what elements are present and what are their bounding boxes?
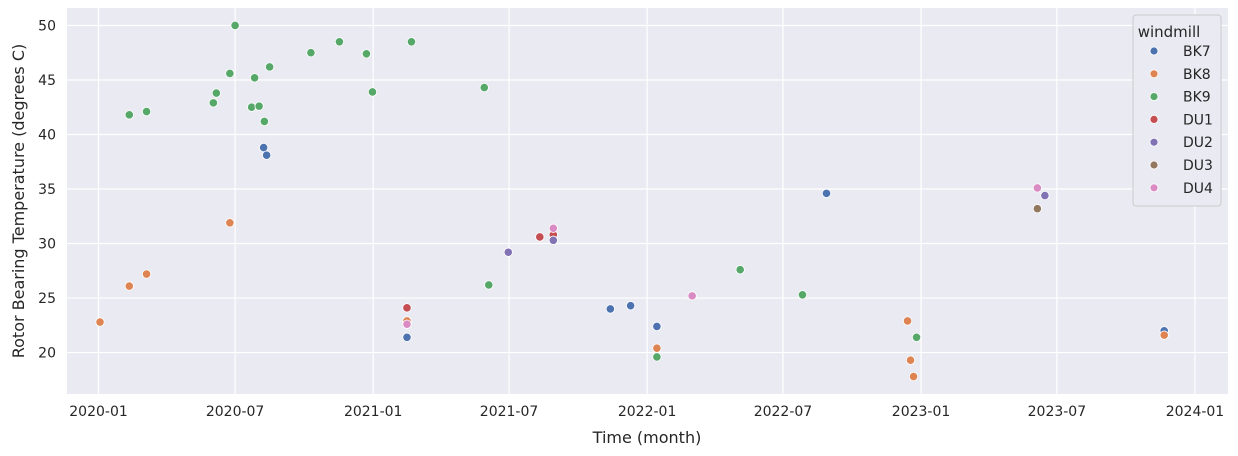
- data-point-bk9: [259, 116, 269, 127]
- x-axis-title: Time (month): [592, 428, 702, 447]
- data-point-bk9: [265, 62, 275, 72]
- legend-marker-bk8: [1149, 69, 1159, 79]
- data-point-du4: [548, 223, 558, 233]
- data-point-bk9: [911, 332, 922, 342]
- data-point-bk8: [902, 316, 913, 326]
- data-point-bk9: [735, 265, 745, 275]
- y-tick-label: 40: [38, 127, 56, 143]
- legend-items: BK7 BK8 BK9 DU1 DU2 DU3 DU4: [1149, 44, 1213, 197]
- data-point-bk9: [652, 352, 662, 362]
- legend-frame: [1132, 14, 1222, 207]
- legend-marker-du1: [1149, 115, 1159, 124]
- data-point-bk7: [652, 321, 662, 331]
- x-tick-label: 2022-01: [618, 404, 677, 420]
- y-tick-label: 30: [38, 237, 56, 253]
- legend-marker-bk7: [1149, 46, 1159, 56]
- x-tick-label: 2021-07: [480, 404, 539, 420]
- data-point-bk7: [626, 301, 636, 311]
- data-point-bk9: [484, 280, 494, 290]
- data-point-du2: [503, 247, 513, 257]
- data-point-bk9: [230, 20, 240, 31]
- data-point-du2: [548, 235, 558, 245]
- data-point-bk9: [334, 37, 345, 47]
- data-point-bk9: [254, 101, 264, 111]
- data-point-bk9: [406, 37, 417, 47]
- legend-label-du2: DU2: [1183, 135, 1213, 151]
- legend-marker-du3: [1149, 160, 1159, 170]
- legend-label-bk7: BK7: [1183, 44, 1211, 60]
- x-tick-label: 2020-01: [69, 404, 128, 420]
- data-point-bk9: [797, 290, 808, 300]
- y-tick-label: 25: [38, 291, 56, 307]
- data-point-bk7: [402, 332, 412, 342]
- data-point-bk9: [367, 87, 378, 97]
- data-point-bk9: [247, 102, 257, 112]
- data-point-bk8: [95, 317, 105, 327]
- legend-label-bk8: BK8: [1183, 67, 1211, 83]
- y-tick-label: 35: [38, 182, 56, 198]
- data-point-bk8: [225, 218, 235, 228]
- x-tick-label: 2024-01: [1166, 404, 1225, 420]
- data-point-bk9: [141, 106, 152, 117]
- data-point-bk8: [141, 269, 152, 279]
- data-point-bk8: [905, 355, 916, 365]
- data-point-bk8: [908, 371, 919, 382]
- x-tick-label: 2023-01: [892, 404, 951, 420]
- data-point-du4: [687, 291, 697, 301]
- data-point-bk9: [208, 98, 218, 108]
- data-point-bk8: [1159, 330, 1169, 340]
- legend-marker-du4: [1149, 183, 1159, 193]
- data-point-bk9: [306, 48, 316, 58]
- data-point-bk9: [124, 110, 134, 120]
- y-axis-title: Rotor Bearing Temperature (degrees C): [9, 44, 28, 359]
- legend-marker-du2: [1149, 137, 1159, 147]
- data-point-bk7: [821, 188, 832, 198]
- legend-marker-bk9: [1149, 92, 1159, 101]
- legend-label-du3: DU3: [1183, 158, 1213, 174]
- y-tick-label: 20: [38, 346, 56, 362]
- data-point-bk7: [605, 304, 615, 314]
- legend: windmill BK7 BK8 BK9 DU1 DU2 DU3 DU4: [1132, 14, 1222, 207]
- data-points: [95, 20, 1169, 382]
- x-tick-label: 2020-07: [206, 404, 265, 420]
- y-tick-label: 50: [38, 18, 56, 34]
- data-point-bk9: [211, 88, 221, 98]
- data-point-bk7: [262, 150, 272, 160]
- data-point-bk9: [479, 82, 489, 93]
- legend-title: windmill: [1138, 23, 1201, 41]
- data-point-du1: [535, 232, 545, 242]
- legend-label-bk9: BK9: [1183, 90, 1211, 106]
- data-point-du4: [402, 319, 412, 329]
- x-tick-label: 2021-01: [344, 404, 403, 420]
- data-point-bk9: [225, 68, 235, 79]
- y-tick-label: 45: [38, 73, 56, 89]
- data-point-du1: [402, 303, 412, 313]
- data-point-bk7: [259, 142, 269, 153]
- data-point-bk8: [652, 343, 662, 353]
- x-tick-label: 2023-07: [1028, 404, 1087, 420]
- data-point-du4: [1032, 183, 1042, 193]
- data-point-du2: [1040, 190, 1050, 201]
- data-point-bk9: [250, 73, 260, 83]
- data-point-du3: [1032, 204, 1042, 214]
- data-point-bk8: [124, 281, 134, 291]
- x-tick-label: 2022-07: [754, 404, 813, 420]
- tick-labels: 2020-01 2020-07 2021-01 2021-07 2022-01 2022-…: [38, 18, 1224, 420]
- legend-label-du4: DU4: [1183, 181, 1213, 197]
- data-point-bk9: [361, 49, 372, 59]
- legend-label-du1: DU1: [1183, 112, 1213, 128]
